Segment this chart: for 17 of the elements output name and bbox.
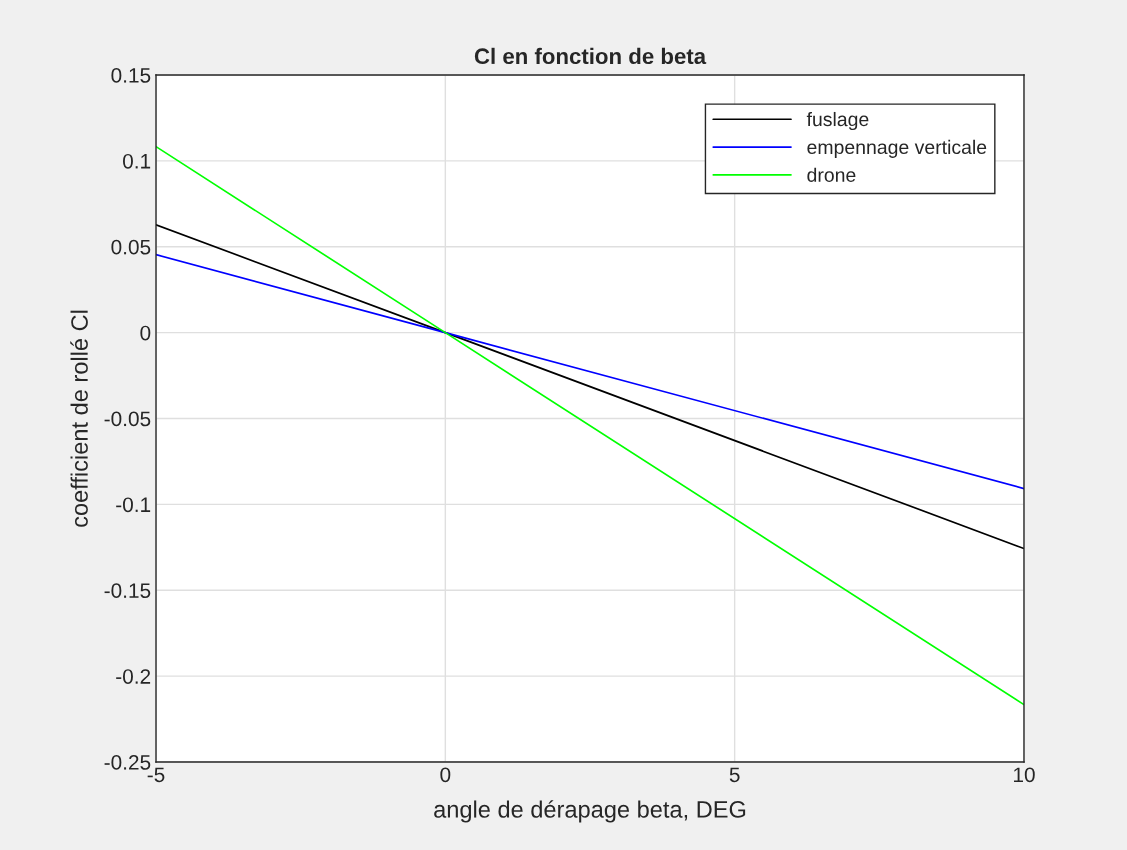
x-axis-title: angle de dérapage beta, DEG: [434, 800, 746, 823]
chart-title: Cl en fonction de beta: [474, 47, 707, 65]
y-tick-label: -0.05: [104, 411, 151, 427]
y-tick-label: 0.05: [111, 239, 151, 255]
y-tick-label: -0.1: [116, 497, 151, 513]
legend-label: fuslage: [806, 111, 869, 131]
x-tick-label: 5: [729, 767, 740, 783]
y-tick-label: -0.15: [104, 583, 151, 598]
y-tick-label: 0.15: [111, 68, 151, 83]
y-axis-title: coefficient de rollé Cl: [70, 310, 88, 527]
y-tick-label: 0.1: [122, 153, 151, 169]
y-tick-label: 0: [140, 325, 151, 341]
x-tick-label: 10: [1014, 767, 1035, 783]
x-tick-label: 0: [440, 767, 451, 783]
legend-label: drone: [807, 167, 856, 182]
y-tick-label: -0.2: [116, 669, 151, 684]
legend-label: empennage verticale: [807, 139, 987, 158]
